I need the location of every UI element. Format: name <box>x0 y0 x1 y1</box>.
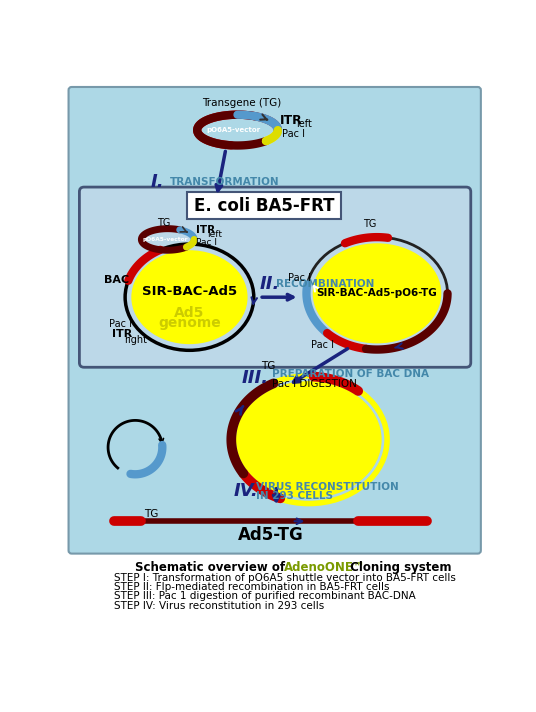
Text: E. coli BA5-FRT: E. coli BA5-FRT <box>193 197 334 215</box>
Text: TG: TG <box>157 217 170 228</box>
Ellipse shape <box>236 381 382 498</box>
Text: Pac I: Pac I <box>282 129 304 139</box>
Text: AdenoONE™: AdenoONE™ <box>284 560 366 574</box>
Text: I.: I. <box>151 174 165 192</box>
Text: left: left <box>207 229 222 239</box>
FancyBboxPatch shape <box>79 187 471 367</box>
Text: TG: TG <box>262 361 276 371</box>
Text: Cloning system: Cloning system <box>346 560 451 574</box>
Text: TG: TG <box>145 508 159 518</box>
Text: right: right <box>124 335 147 345</box>
Text: STEP III: Pac 1 digestion of purified recombinant BAC-DNA: STEP III: Pac 1 digestion of purified re… <box>114 592 415 602</box>
Text: STEP IV: Virus reconstitution in 293 cells: STEP IV: Virus reconstitution in 293 cel… <box>114 600 324 611</box>
Text: genome: genome <box>158 315 221 330</box>
Text: IV.: IV. <box>234 482 258 501</box>
Text: ITR: ITR <box>112 329 132 339</box>
Text: Pac I: Pac I <box>311 340 334 350</box>
Text: Ad5-TG: Ad5-TG <box>238 526 304 544</box>
Text: SIR-BAC-Ad5: SIR-BAC-Ad5 <box>142 285 237 298</box>
FancyBboxPatch shape <box>69 87 481 554</box>
Text: IN 293 CELLS: IN 293 CELLS <box>256 491 333 501</box>
Text: left: left <box>296 119 312 129</box>
Text: pO6A5-vector: pO6A5-vector <box>143 237 188 242</box>
Text: PREPARATION OF BAC DNA: PREPARATION OF BAC DNA <box>272 370 429 379</box>
Text: Schematic overview of: Schematic overview of <box>135 560 289 574</box>
Text: Pac I: Pac I <box>109 319 132 329</box>
FancyBboxPatch shape <box>187 192 341 219</box>
Text: Ad5: Ad5 <box>174 305 205 320</box>
Text: Pac I: Pac I <box>196 238 218 247</box>
Text: STEP I: Transformation of pO6A5 shuttle vector into BA5-FRT cells: STEP I: Transformation of pO6A5 shuttle … <box>114 573 456 583</box>
Text: Pac I DIGESTION: Pac I DIGESTION <box>272 379 356 389</box>
Text: III.: III. <box>241 369 269 387</box>
Text: TG: TG <box>363 219 376 229</box>
Ellipse shape <box>131 250 248 344</box>
Text: SIR-BAC-Ad5-pO6-TG: SIR-BAC-Ad5-pO6-TG <box>317 288 437 298</box>
Text: pO6A5-vector: pO6A5-vector <box>206 127 260 133</box>
Text: ITR: ITR <box>196 225 215 235</box>
Text: STEP II: Flp-mediated recombination in BA5-FRT cells: STEP II: Flp-mediated recombination in B… <box>114 582 389 592</box>
Text: TRANSFORMATION: TRANSFORMATION <box>170 177 280 187</box>
Ellipse shape <box>312 244 441 343</box>
Text: VIRUS RECONSTITUTION: VIRUS RECONSTITUTION <box>256 481 399 491</box>
Text: ITR: ITR <box>280 115 303 127</box>
Text: II.: II. <box>259 275 280 293</box>
Text: BAC: BAC <box>104 276 129 286</box>
Text: Pac I: Pac I <box>288 273 311 283</box>
Text: Transgene (TG): Transgene (TG) <box>202 98 281 108</box>
Text: RECOMBINATION: RECOMBINATION <box>276 279 375 289</box>
